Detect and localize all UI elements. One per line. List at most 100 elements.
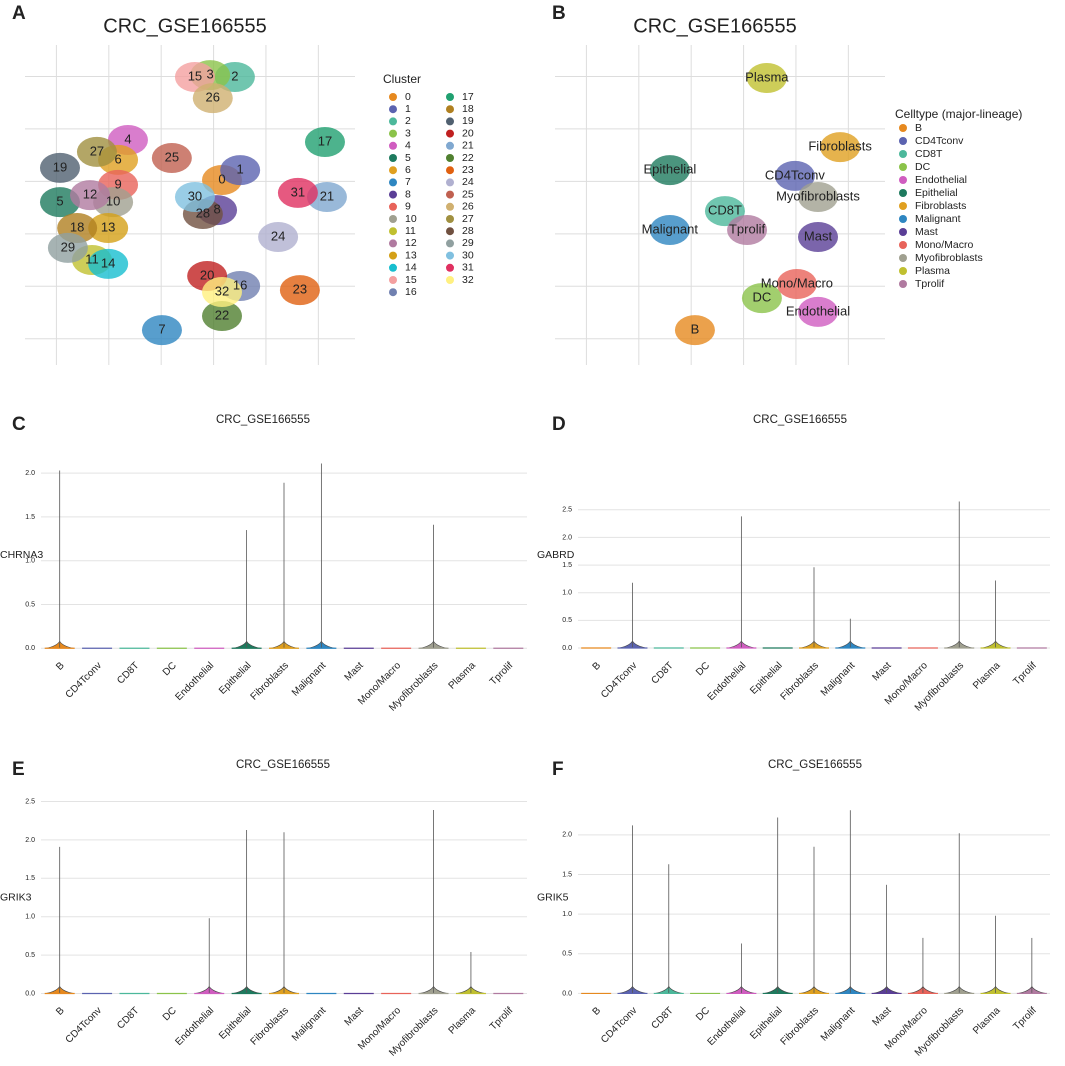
- cluster-label: 26: [206, 90, 220, 105]
- cluster-label: Endothelial: [786, 303, 850, 318]
- legend-label: 0: [405, 91, 411, 103]
- cluster-blob: [746, 62, 787, 93]
- legend-label: 9: [405, 201, 411, 213]
- x-tick-label: Epithelial: [748, 1005, 784, 1041]
- legend-swatch: [446, 227, 454, 236]
- x-tick-label: Plasma: [971, 1005, 1003, 1037]
- legend-swatch: [446, 276, 454, 284]
- y-tick-label: 0.0: [25, 645, 35, 652]
- panel-letter: F: [552, 759, 564, 780]
- legend-label: 22: [462, 152, 474, 164]
- x-tick-label: CD4Tconv: [64, 660, 104, 700]
- legend-label: Epithelial: [915, 187, 958, 199]
- legend-label: 25: [462, 188, 474, 200]
- x-tick-label: Endothelial: [706, 660, 749, 703]
- y-tick-label: 1.5: [562, 871, 572, 878]
- legend-label: 11: [405, 225, 416, 237]
- cluster-label: Mast: [804, 228, 833, 243]
- cluster-blob: [220, 155, 261, 186]
- legend-swatch: [446, 215, 454, 223]
- legend-swatch: [389, 276, 397, 284]
- x-tick-label: CD4Tconv: [64, 1005, 104, 1045]
- cluster-label: 30: [188, 188, 202, 203]
- chart-title: CRC_GSE166555: [236, 759, 330, 771]
- x-tick-label: Malignant: [290, 1005, 329, 1044]
- cluster-label: 20: [200, 267, 214, 282]
- cluster-blob: [277, 177, 318, 208]
- legend-swatch: [446, 202, 454, 211]
- legend-label: 26: [462, 201, 474, 213]
- x-tick-label: Plasma: [971, 660, 1003, 692]
- legend-swatch: [899, 150, 907, 158]
- y-axis-label: GRIK5: [537, 891, 569, 903]
- y-tick-label: 2.0: [562, 832, 572, 839]
- cluster-blob: [39, 152, 80, 183]
- x-tick-label: B: [54, 660, 67, 673]
- legend-label: 18: [462, 103, 474, 115]
- y-tick-label: 2.5: [562, 507, 572, 514]
- legend-swatch: [899, 176, 907, 184]
- cluster-label: DC: [753, 290, 772, 305]
- cluster-label: 3: [207, 67, 214, 82]
- legend-swatch: [389, 288, 397, 297]
- cluster-label: Plasma: [745, 69, 789, 84]
- legend-swatch: [899, 137, 907, 145]
- cluster-label: 25: [165, 149, 179, 164]
- legend-swatch: [389, 117, 397, 126]
- y-tick-label: 1.0: [562, 911, 572, 918]
- x-tick-label: Tprolif: [1011, 660, 1039, 688]
- cluster-blob: [88, 248, 129, 279]
- legend-label: 32: [462, 274, 474, 286]
- cluster-label: 1: [237, 162, 244, 177]
- cluster-label: 0: [218, 171, 225, 186]
- cluster-blob: [47, 232, 88, 263]
- legend-label: 16: [405, 286, 417, 298]
- cluster-blob: [774, 160, 815, 191]
- cluster-label: 5: [56, 194, 63, 209]
- cluster-label: 28: [196, 205, 210, 220]
- y-tick-label: 1.5: [25, 875, 35, 882]
- legend-swatch: [899, 189, 907, 197]
- cluster-blob: [202, 301, 243, 332]
- y-tick-label: 2.0: [25, 470, 35, 477]
- cluster-blob: [151, 142, 192, 173]
- legend-swatch: [446, 141, 454, 150]
- legend-swatch: [389, 215, 397, 223]
- cluster-label: 11: [85, 251, 99, 266]
- cluster-label: 9: [114, 176, 121, 191]
- legend-swatch: [389, 227, 397, 236]
- legend-label: Tprolif: [915, 278, 944, 290]
- chart-title: CRC_GSE166555: [216, 414, 310, 426]
- cluster-blob: [192, 83, 233, 114]
- legend-label: 28: [462, 225, 474, 237]
- legend-swatch: [446, 105, 454, 114]
- chart-title: CRC_GSE166555: [768, 759, 862, 771]
- x-tick-label: Malignant: [819, 1005, 858, 1044]
- x-tick-label: Tprolif: [1011, 1005, 1039, 1033]
- legend-swatch: [389, 202, 397, 211]
- legend-label: 7: [405, 176, 411, 188]
- x-tick-label: Malignant: [290, 660, 329, 699]
- legend-swatch: [389, 141, 397, 150]
- legend-swatch: [446, 117, 454, 126]
- cluster-blob: [174, 182, 215, 212]
- legend-label: 15: [405, 274, 417, 286]
- legend-label: 19: [462, 115, 474, 127]
- y-tick-label: 2.0: [25, 837, 35, 844]
- cluster-label: 22: [215, 307, 229, 322]
- x-tick-label: Plasma: [447, 660, 479, 692]
- cluster-label: 24: [271, 228, 285, 243]
- cluster-label: CD4Tconv: [765, 167, 825, 182]
- cluster-label: Epithelial: [643, 162, 696, 177]
- x-tick-label: Mast: [343, 1005, 366, 1028]
- legend-label: Fibroblasts: [915, 200, 966, 212]
- cluster-blob: [820, 132, 861, 163]
- y-tick-label: 0.0: [562, 645, 572, 652]
- x-tick-label: Fibroblasts: [249, 660, 291, 702]
- panel-letter: C: [12, 414, 26, 435]
- legend-swatch: [899, 215, 907, 223]
- x-tick-label: Endothelial: [706, 1005, 749, 1048]
- cluster-blob: [776, 269, 817, 300]
- x-tick-label: DC: [161, 660, 179, 678]
- legend-swatch: [446, 263, 454, 272]
